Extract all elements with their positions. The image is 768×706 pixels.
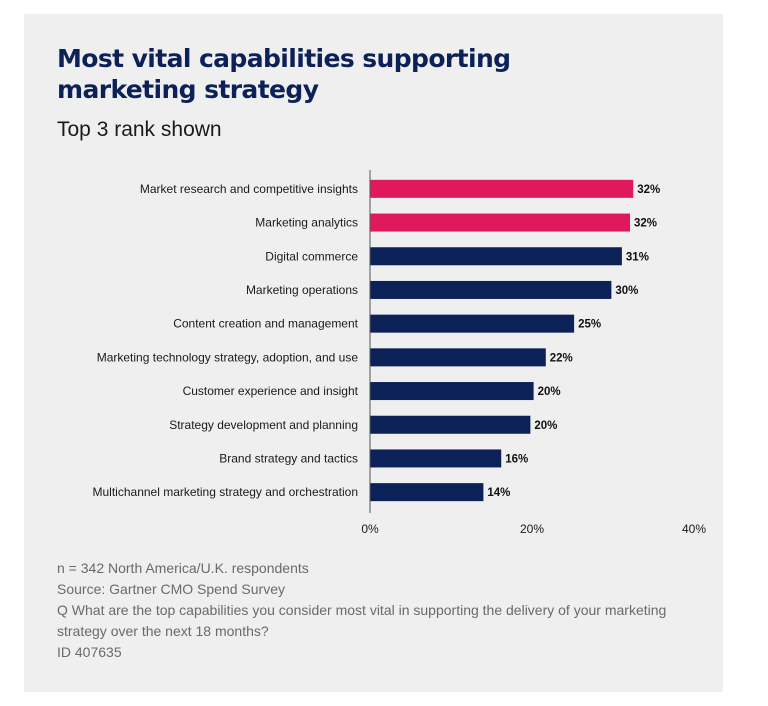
category-label: Customer experience and insight [183,384,359,398]
category-label: Brand strategy and tactics [219,451,358,465]
question-note: Q What are the top capabilities you cons… [57,602,667,639]
bar [370,213,631,232]
id-note: ID 407635 [57,644,122,660]
category-label: Content creation and management [173,317,358,331]
bar [370,314,575,333]
data-label: 16% [505,453,528,465]
data-label: 30% [615,285,638,297]
source-note: Source: Gartner CMO Spend Survey [57,581,285,597]
data-label: 31% [626,251,649,263]
x-tick-label: 40% [682,522,706,536]
bar [370,449,502,468]
data-label: 32% [634,218,657,230]
category-label: Multichannel marketing strategy and orch… [93,485,358,499]
category-label: Digital commerce [265,249,358,263]
category-label: Marketing operations [246,283,358,297]
x-tick-label: 20% [520,522,544,536]
x-tick-label: 0% [361,522,379,536]
bar [370,483,484,502]
bar [370,415,531,434]
data-label: 22% [550,352,573,364]
bar [370,247,622,266]
chart-subtitle: Top 3 rank shown [57,118,222,141]
category-label: Strategy development and planning [169,418,358,432]
bar [370,348,546,367]
data-label: 25% [578,319,601,331]
chart-card: Most vital capabilities supporting marke… [24,14,723,692]
bar [370,382,534,401]
data-label: 14% [487,487,510,499]
data-label: 20% [534,420,557,432]
bar [370,280,612,299]
respondents-note: n = 342 North America/U.K. respondents [57,560,309,576]
category-label: Marketing analytics [255,216,358,230]
data-label: 32% [637,184,660,196]
chart-title: Most vital capabilities supporting marke… [57,44,511,104]
bar-chart: Market research and competitive insights… [93,170,706,536]
category-label: Market research and competitive insights [140,182,358,196]
footnotes: n = 342 North America/U.K. respondents S… [57,558,697,663]
category-label: Marketing technology strategy, adoption,… [97,350,359,364]
bar [370,179,634,198]
data-label: 20% [538,386,561,398]
